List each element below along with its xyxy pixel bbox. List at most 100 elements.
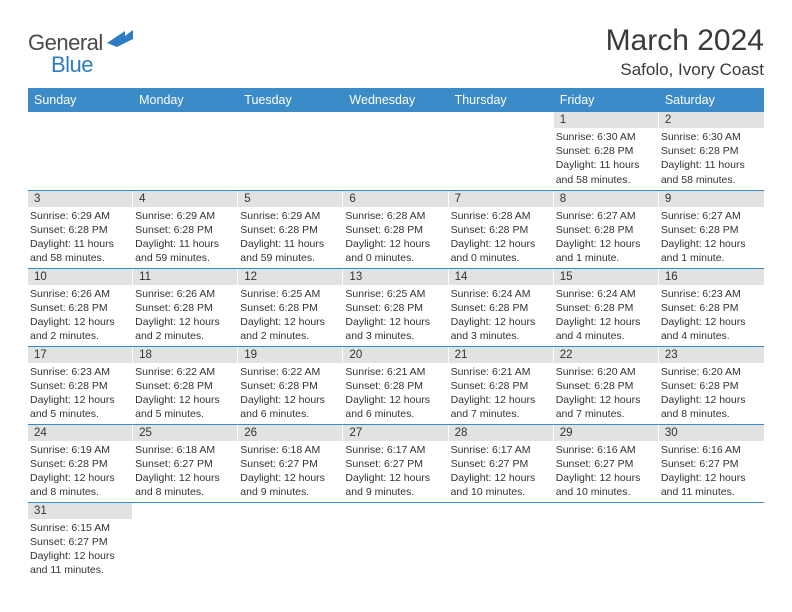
- calendar-week-row: 31Sunrise: 6:15 AMSunset: 6:27 PMDayligh…: [28, 502, 764, 580]
- daylight-text: Daylight: 12 hours and 1 minute.: [661, 237, 760, 265]
- sunset-text: Sunset: 6:28 PM: [451, 301, 550, 315]
- day-number: 11: [133, 269, 238, 285]
- sunset-text: Sunset: 6:27 PM: [30, 535, 129, 549]
- sunrise-text: Sunrise: 6:29 AM: [135, 209, 234, 223]
- day-number: 9: [659, 191, 764, 207]
- sunrise-text: Sunrise: 6:30 AM: [556, 130, 655, 144]
- day-info: Sunrise: 6:23 AMSunset: 6:28 PMDaylight:…: [659, 285, 764, 346]
- sunset-text: Sunset: 6:27 PM: [240, 457, 339, 471]
- weekday-header: Tuesday: [238, 88, 343, 112]
- day-info: Sunrise: 6:18 AMSunset: 6:27 PMDaylight:…: [238, 441, 343, 502]
- calendar-day-cell: 18Sunrise: 6:22 AMSunset: 6:28 PMDayligh…: [133, 346, 238, 424]
- sunrise-text: Sunrise: 6:24 AM: [556, 287, 655, 301]
- calendar-day-cell: 28Sunrise: 6:17 AMSunset: 6:27 PMDayligh…: [449, 424, 554, 502]
- calendar-day-cell: 16Sunrise: 6:23 AMSunset: 6:28 PMDayligh…: [659, 268, 764, 346]
- sunrise-text: Sunrise: 6:24 AM: [451, 287, 550, 301]
- day-info: Sunrise: 6:17 AMSunset: 6:27 PMDaylight:…: [343, 441, 448, 502]
- day-number: [238, 503, 343, 519]
- calendar-day-cell: [554, 502, 659, 580]
- calendar-day-cell: 9Sunrise: 6:27 AMSunset: 6:28 PMDaylight…: [659, 190, 764, 268]
- weekday-header: Friday: [554, 88, 659, 112]
- calendar-day-cell: [343, 112, 448, 190]
- daylight-text: Daylight: 12 hours and 6 minutes.: [345, 393, 444, 421]
- daylight-text: Daylight: 12 hours and 8 minutes.: [30, 471, 129, 499]
- sunset-text: Sunset: 6:28 PM: [345, 379, 444, 393]
- sunset-text: Sunset: 6:28 PM: [345, 223, 444, 237]
- sunset-text: Sunset: 6:28 PM: [240, 223, 339, 237]
- day-number: 18: [133, 347, 238, 363]
- daylight-text: Daylight: 12 hours and 10 minutes.: [451, 471, 550, 499]
- day-number: 10: [28, 269, 133, 285]
- day-info: Sunrise: 6:29 AMSunset: 6:28 PMDaylight:…: [133, 207, 238, 268]
- sunrise-text: Sunrise: 6:29 AM: [30, 209, 129, 223]
- calendar-day-cell: 11Sunrise: 6:26 AMSunset: 6:28 PMDayligh…: [133, 268, 238, 346]
- title-block: March 2024 Safolo, Ivory Coast: [606, 24, 764, 80]
- day-number: 12: [238, 269, 343, 285]
- calendar-day-cell: 25Sunrise: 6:18 AMSunset: 6:27 PMDayligh…: [133, 424, 238, 502]
- calendar-day-cell: 8Sunrise: 6:27 AMSunset: 6:28 PMDaylight…: [554, 190, 659, 268]
- calendar-day-cell: [343, 502, 448, 580]
- day-number: 25: [133, 425, 238, 441]
- day-number: 8: [554, 191, 659, 207]
- calendar-day-cell: 20Sunrise: 6:21 AMSunset: 6:28 PMDayligh…: [343, 346, 448, 424]
- calendar-day-cell: [449, 112, 554, 190]
- daylight-text: Daylight: 12 hours and 8 minutes.: [661, 393, 760, 421]
- daylight-text: Daylight: 12 hours and 3 minutes.: [345, 315, 444, 343]
- day-number: 5: [238, 191, 343, 207]
- day-info: Sunrise: 6:27 AMSunset: 6:28 PMDaylight:…: [659, 207, 764, 268]
- sunset-text: Sunset: 6:28 PM: [30, 457, 129, 471]
- sunrise-text: Sunrise: 6:17 AM: [345, 443, 444, 457]
- daylight-text: Daylight: 11 hours and 58 minutes.: [556, 158, 655, 186]
- header: General March 2024 Safolo, Ivory Coast: [28, 24, 764, 80]
- calendar-week-row: 1Sunrise: 6:30 AMSunset: 6:28 PMDaylight…: [28, 112, 764, 190]
- weekday-header: Wednesday: [343, 88, 448, 112]
- sunrise-text: Sunrise: 6:21 AM: [451, 365, 550, 379]
- sunset-text: Sunset: 6:28 PM: [240, 379, 339, 393]
- calendar-day-cell: [238, 112, 343, 190]
- sunset-text: Sunset: 6:28 PM: [30, 223, 129, 237]
- sunset-text: Sunset: 6:28 PM: [556, 301, 655, 315]
- logo-text-blue: Blue: [51, 52, 93, 78]
- day-number: 19: [238, 347, 343, 363]
- calendar-day-cell: [238, 502, 343, 580]
- sunrise-text: Sunrise: 6:28 AM: [345, 209, 444, 223]
- calendar-day-cell: 10Sunrise: 6:26 AMSunset: 6:28 PMDayligh…: [28, 268, 133, 346]
- sunset-text: Sunset: 6:28 PM: [240, 301, 339, 315]
- daylight-text: Daylight: 12 hours and 2 minutes.: [240, 315, 339, 343]
- day-info: Sunrise: 6:23 AMSunset: 6:28 PMDaylight:…: [28, 363, 133, 424]
- weekday-header-row: Sunday Monday Tuesday Wednesday Thursday…: [28, 88, 764, 112]
- day-info: Sunrise: 6:22 AMSunset: 6:28 PMDaylight:…: [238, 363, 343, 424]
- sunset-text: Sunset: 6:27 PM: [345, 457, 444, 471]
- day-info: Sunrise: 6:16 AMSunset: 6:27 PMDaylight:…: [659, 441, 764, 502]
- day-number: [238, 112, 343, 128]
- day-number: 6: [343, 191, 448, 207]
- day-number: 14: [449, 269, 554, 285]
- calendar-day-cell: 19Sunrise: 6:22 AMSunset: 6:28 PMDayligh…: [238, 346, 343, 424]
- daylight-text: Daylight: 12 hours and 7 minutes.: [451, 393, 550, 421]
- sunset-text: Sunset: 6:28 PM: [451, 379, 550, 393]
- calendar-day-cell: 2Sunrise: 6:30 AMSunset: 6:28 PMDaylight…: [659, 112, 764, 190]
- day-info: Sunrise: 6:15 AMSunset: 6:27 PMDaylight:…: [28, 519, 133, 580]
- day-info: Sunrise: 6:18 AMSunset: 6:27 PMDaylight:…: [133, 441, 238, 502]
- calendar-day-cell: 21Sunrise: 6:21 AMSunset: 6:28 PMDayligh…: [449, 346, 554, 424]
- logo-blue-row: Blue: [51, 52, 93, 78]
- day-info: Sunrise: 6:25 AMSunset: 6:28 PMDaylight:…: [343, 285, 448, 346]
- calendar-day-cell: 24Sunrise: 6:19 AMSunset: 6:28 PMDayligh…: [28, 424, 133, 502]
- sunset-text: Sunset: 6:28 PM: [135, 379, 234, 393]
- sunrise-text: Sunrise: 6:16 AM: [661, 443, 760, 457]
- day-number: [554, 503, 659, 519]
- sunrise-text: Sunrise: 6:27 AM: [661, 209, 760, 223]
- calendar-day-cell: 3Sunrise: 6:29 AMSunset: 6:28 PMDaylight…: [28, 190, 133, 268]
- weekday-header: Thursday: [449, 88, 554, 112]
- day-info: Sunrise: 6:17 AMSunset: 6:27 PMDaylight:…: [449, 441, 554, 502]
- day-info: Sunrise: 6:25 AMSunset: 6:28 PMDaylight:…: [238, 285, 343, 346]
- day-info: Sunrise: 6:21 AMSunset: 6:28 PMDaylight:…: [449, 363, 554, 424]
- sunset-text: Sunset: 6:28 PM: [556, 144, 655, 158]
- calendar-day-cell: [659, 502, 764, 580]
- sunset-text: Sunset: 6:28 PM: [30, 379, 129, 393]
- month-title: March 2024: [606, 24, 764, 58]
- daylight-text: Daylight: 12 hours and 11 minutes.: [661, 471, 760, 499]
- day-info: Sunrise: 6:24 AMSunset: 6:28 PMDaylight:…: [449, 285, 554, 346]
- sunrise-text: Sunrise: 6:25 AM: [345, 287, 444, 301]
- day-info: Sunrise: 6:21 AMSunset: 6:28 PMDaylight:…: [343, 363, 448, 424]
